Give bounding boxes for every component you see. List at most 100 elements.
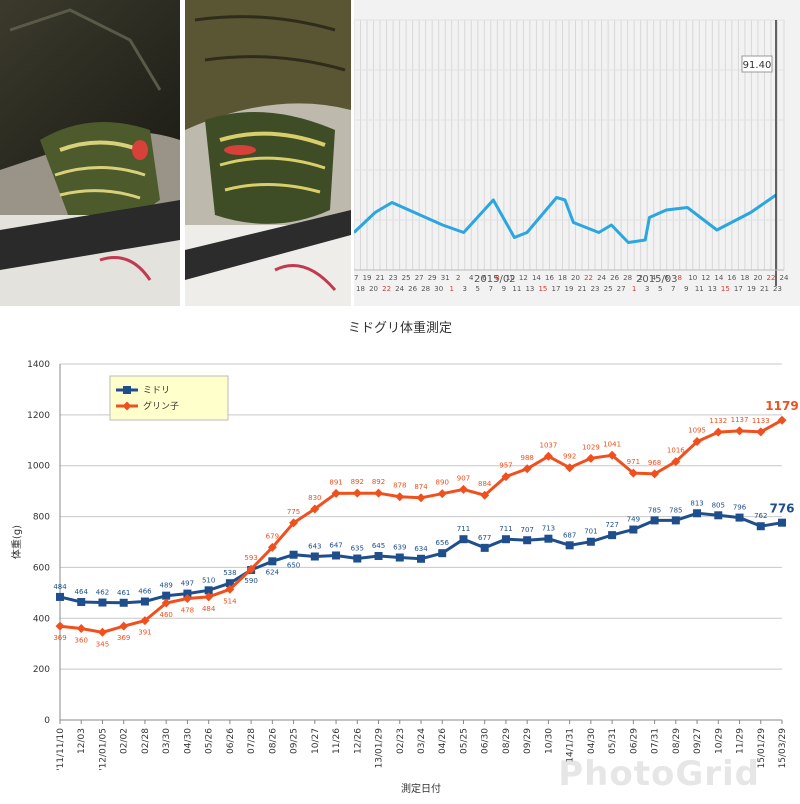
data-point (543, 451, 553, 461)
y-axis-title: 体重(g) (10, 525, 23, 559)
data-point (225, 584, 235, 594)
x-axis-title: 測定日付 (401, 782, 441, 795)
data-point (97, 627, 107, 637)
x-tick-label: 12/26 (353, 728, 363, 754)
tracker-day-tick: 29 (428, 274, 437, 282)
data-label: 727 (605, 521, 618, 529)
data-label: 1016 (667, 447, 685, 455)
tracker-day-tick: 26 (408, 285, 417, 293)
tracker-day-tick: 25 (604, 285, 613, 293)
data-point (374, 488, 384, 498)
legend-swatch-marker (122, 401, 132, 411)
data-point (735, 513, 744, 522)
y-tick-label: 1400 (27, 360, 50, 370)
data-label: 1041 (603, 440, 621, 448)
y-tick-label: 1000 (27, 462, 50, 472)
tracker-day-tick: 21 (376, 274, 385, 282)
tracker-day-tick: 2 (456, 274, 460, 282)
data-point (650, 469, 660, 479)
tracker-day-tick: 19 (565, 285, 574, 293)
data-label: 360 (75, 636, 88, 644)
tracker-day-tick: 18 (740, 274, 749, 282)
data-point (76, 623, 86, 633)
x-tick-label: 07/28 (247, 728, 257, 754)
data-point (777, 415, 787, 425)
data-label: 713 (542, 525, 555, 533)
tracker-day-tick: 28 (421, 285, 430, 293)
legend-box (109, 375, 229, 421)
tracker-day-tick: 12 (701, 274, 710, 282)
final-value-label: 776 (769, 502, 794, 516)
data-label: 687 (563, 531, 576, 539)
x-tick-label: 02/23 (396, 728, 406, 754)
y-tick-label: 400 (33, 614, 50, 624)
x-tick-label: 13/01/29 (375, 728, 385, 769)
x-tick-label: 09/29 (523, 728, 533, 754)
data-label: 992 (563, 453, 576, 461)
tracker-day-tick: 13 (525, 285, 534, 293)
data-point (77, 598, 86, 607)
data-point (162, 591, 171, 600)
y-tick-label: 1200 (27, 411, 50, 421)
tracker-day-tick: 22 (767, 274, 776, 282)
data-label: 369 (117, 634, 130, 642)
data-point (628, 468, 638, 478)
tracker-day-tick: 1 (449, 285, 453, 293)
tracker-day-tick: 17 (354, 274, 358, 282)
data-label: 639 (393, 544, 406, 552)
tracker-day-tick: 24 (780, 274, 789, 282)
data-point (438, 549, 447, 558)
tracker-day-tick: 21 (760, 285, 769, 293)
final-value-label: 1179 (765, 399, 798, 413)
tracker-day-tick: 11 (695, 285, 704, 293)
data-point (140, 597, 149, 606)
data-label: 635 (351, 545, 364, 553)
x-tick-label: 04/30 (587, 728, 597, 754)
tracker-day-tick: 12 (519, 274, 528, 282)
legend-label: ミドリ (143, 386, 170, 396)
data-label: 878 (393, 482, 406, 490)
data-point (756, 522, 765, 531)
turtle-photo-1 (0, 0, 180, 306)
data-label: 484 (202, 605, 216, 613)
data-point (756, 427, 766, 437)
tracker-day-tick: 21 (578, 285, 587, 293)
x-tick-label: 10/29 (714, 728, 724, 754)
tracker-day-tick: 15 (538, 285, 547, 293)
data-label: 647 (329, 541, 342, 549)
data-point (395, 492, 405, 502)
data-label: 478 (181, 606, 194, 614)
data-label: 957 (499, 462, 512, 470)
data-point (458, 484, 468, 494)
tracker-day-tick: 10 (506, 274, 515, 282)
y-tick-label: 200 (33, 665, 50, 675)
data-label: 650 (287, 562, 300, 570)
data-label: 1095 (688, 427, 706, 435)
data-point (501, 472, 511, 482)
data-point (714, 511, 723, 520)
data-point (204, 586, 213, 595)
data-label: 679 (266, 532, 279, 540)
weight-line-chart: ミドグリ体重測定 0 200 400 600 800 1000 1200 1400 体重(g) '1… (0, 306, 800, 800)
data-label: 464 (75, 588, 89, 596)
tracker-day-tick: 8 (678, 274, 682, 282)
data-label: 1137 (731, 416, 749, 424)
data-point (586, 453, 596, 463)
y-tick-label: 600 (33, 563, 50, 573)
data-point (692, 437, 702, 447)
tracker-day-tick: 22 (382, 285, 391, 293)
data-label: 830 (308, 494, 321, 502)
data-label: 1029 (582, 443, 600, 451)
tracker-day-tick: 15 (721, 285, 730, 293)
tracker-day-tick: 19 (747, 285, 756, 293)
chart-title: ミドグリ体重測定 (348, 320, 452, 336)
data-point (544, 534, 553, 543)
tracker-day-tick: 9 (684, 285, 688, 293)
data-label: 1133 (752, 417, 770, 425)
data-point (225, 579, 234, 588)
tracker-day-tick: 31 (441, 274, 450, 282)
x-tick-label: 11/29 (736, 728, 746, 754)
data-label: 1132 (709, 417, 727, 425)
data-point (480, 543, 489, 552)
data-point (459, 535, 468, 544)
